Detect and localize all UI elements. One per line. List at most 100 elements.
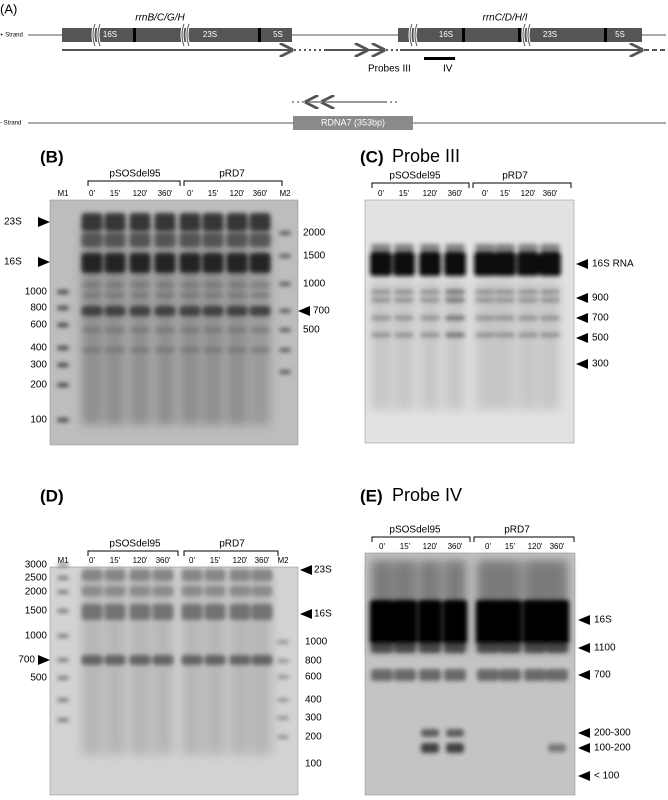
label: (C) [360, 147, 384, 166]
band [445, 315, 465, 321]
label: Probe IV [392, 485, 462, 505]
label: 1500 [303, 251, 326, 262]
arrowhead [578, 670, 590, 680]
separator [518, 28, 521, 42]
band [155, 282, 175, 288]
label: 16S [314, 609, 332, 620]
band [82, 292, 102, 298]
band [370, 252, 392, 276]
band [81, 655, 103, 665]
separator [133, 28, 136, 42]
label: 15' [505, 542, 516, 551]
band [226, 306, 248, 316]
label: 0' [482, 189, 488, 198]
band [57, 323, 69, 327]
label: pSOSdel95 [389, 171, 441, 182]
band [394, 244, 414, 252]
label: Probe III [392, 146, 460, 166]
label: 600 [30, 320, 47, 331]
band [420, 297, 440, 303]
label: 15' [208, 189, 219, 198]
label: 15' [210, 556, 221, 565]
band [539, 252, 561, 276]
label: 300 [305, 713, 322, 724]
label: 2000 [303, 228, 326, 239]
band [498, 600, 522, 644]
arrowhead [576, 359, 588, 369]
gel-border [364, 199, 575, 444]
label: pRD7 [504, 525, 530, 536]
band [279, 282, 291, 286]
band [81, 253, 103, 273]
label: pRD7 [219, 169, 245, 180]
smear [105, 225, 125, 425]
band [57, 346, 69, 350]
bracket [183, 180, 283, 186]
label: rrnC/D/H/I [483, 13, 528, 24]
band [81, 213, 103, 231]
band [81, 604, 103, 620]
label: 23S [314, 565, 332, 576]
label: 800 [305, 656, 322, 667]
band [203, 292, 223, 298]
bracket [87, 180, 181, 186]
band [277, 716, 289, 720]
label: 120' [521, 189, 536, 198]
label: 700 [313, 306, 330, 317]
band [104, 306, 126, 316]
arrowhead [578, 771, 590, 781]
band [130, 327, 150, 333]
smear [155, 225, 175, 425]
label: 400 [305, 695, 322, 706]
smear [203, 225, 223, 425]
label: 360' [158, 189, 173, 198]
arrowhead [576, 313, 588, 323]
bracket [371, 536, 471, 542]
band [371, 332, 391, 338]
arrowhead [38, 655, 50, 665]
label: 200-300 [594, 728, 631, 739]
label: 200 [30, 380, 47, 391]
bracket [371, 182, 470, 188]
band [152, 569, 174, 581]
band [104, 213, 126, 231]
band [250, 327, 270, 333]
label: 2000 [25, 587, 48, 598]
band [129, 306, 151, 316]
band [251, 604, 273, 620]
smear [445, 280, 465, 410]
band [57, 418, 69, 422]
label: M1 [57, 556, 69, 565]
band [229, 586, 251, 596]
label: 1000 [303, 279, 326, 290]
label: pSOSdel95 [109, 539, 161, 550]
smear [394, 280, 414, 410]
arrowhead [300, 609, 312, 619]
bracket [472, 182, 572, 188]
label: 1500 [25, 606, 48, 617]
label: 700 [592, 313, 609, 324]
label: rrnB/C/G/H [135, 13, 185, 24]
label: 0' [379, 542, 385, 551]
band [445, 332, 465, 338]
band [249, 233, 271, 247]
label: 100-200 [594, 743, 631, 754]
band [227, 327, 247, 333]
band [421, 743, 439, 753]
band [179, 213, 201, 231]
band [57, 609, 69, 613]
band [279, 370, 291, 374]
label: + Strand [0, 33, 23, 39]
label: (E) [360, 486, 383, 505]
band [203, 282, 223, 288]
band [475, 332, 495, 338]
label: 2500 [25, 573, 48, 584]
band [495, 244, 515, 252]
band [179, 306, 201, 316]
band [251, 586, 273, 596]
band [540, 315, 560, 321]
band [445, 297, 465, 303]
separator [604, 28, 607, 42]
gel [364, 199, 575, 444]
band [81, 569, 103, 581]
